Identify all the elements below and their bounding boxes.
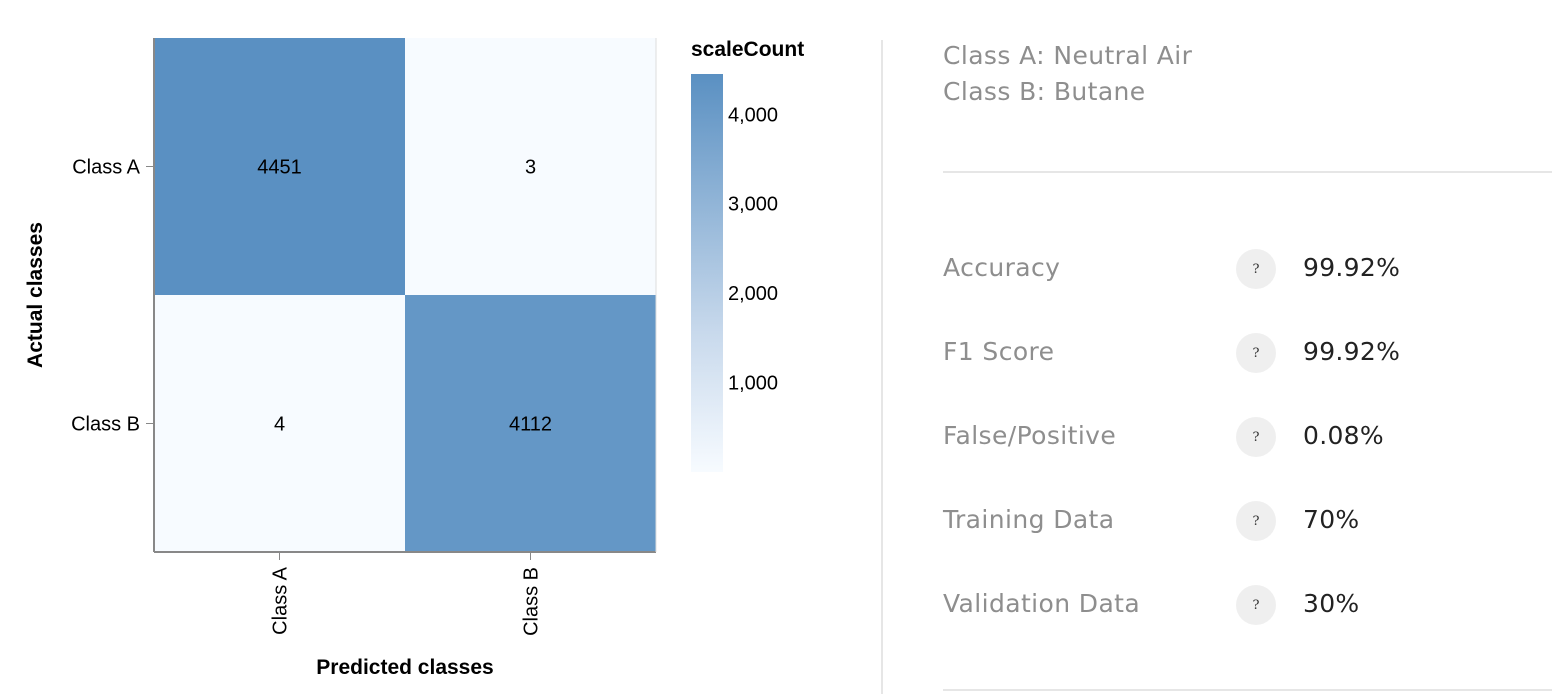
class-b-description: Class B: Butane xyxy=(943,77,1146,106)
panel-divider xyxy=(881,40,883,694)
cell-value-label: 4451 xyxy=(257,157,302,179)
metric-label: Accuracy xyxy=(943,253,1061,282)
help-icon[interactable]: ? xyxy=(1236,333,1276,373)
confusion-matrix-chart: 4451 3 4 4112 Class A Class B Class A Class B P… xyxy=(24,38,804,679)
metric-label: Validation Data xyxy=(943,589,1141,618)
metric-row-validation-data: Validation Data ? 30% xyxy=(943,585,1552,625)
legend-gradient-bar xyxy=(691,74,723,472)
section-divider-bottom xyxy=(943,689,1552,691)
heatmap-cell xyxy=(405,38,656,295)
cell-value-label: 3 xyxy=(525,157,536,179)
help-icon[interactable]: ? xyxy=(1236,417,1276,457)
metric-value: 99.92% xyxy=(1303,253,1401,282)
x-axis-title: Predicted classes xyxy=(316,656,493,679)
y-tick-label: Class B xyxy=(71,414,140,436)
metric-value: 30% xyxy=(1303,589,1360,618)
y-axis-title: Actual classes xyxy=(24,222,47,368)
section-divider-top xyxy=(943,171,1552,173)
heatmap-cell xyxy=(154,38,405,295)
color-legend: scaleCount 1,000 2,000 3,000 4,000 xyxy=(691,38,804,472)
x-tick-label: Class B xyxy=(521,567,543,636)
heatmap-cell xyxy=(405,295,656,552)
legend-tick-label: 4,000 xyxy=(728,104,778,126)
metric-value: 0.08% xyxy=(1303,421,1384,450)
metric-row-accuracy: Accuracy ? 99.92% xyxy=(943,249,1552,289)
legend-tick-label: 2,000 xyxy=(728,283,778,305)
x-tick-label: Class A xyxy=(270,566,292,634)
chart-axes: Class A Class B Class A Class B Predicted cl… xyxy=(24,38,657,679)
legend-title: scaleCount xyxy=(691,38,804,61)
metric-label: Training Data xyxy=(943,505,1115,534)
help-icon[interactable]: ? xyxy=(1236,249,1276,289)
metric-label: F1 Score xyxy=(943,337,1055,366)
cell-value-label: 4 xyxy=(274,414,285,436)
legend-tick-label: 3,000 xyxy=(728,194,778,216)
heatmap-cells: 4451 3 4 4112 xyxy=(154,38,656,552)
class-a-description: Class A: Neutral Air xyxy=(943,41,1193,70)
cell-value-label: 4112 xyxy=(509,414,552,436)
metric-row-false-positive: False/Positive ? 0.08% xyxy=(943,417,1552,457)
y-tick-label: Class A xyxy=(72,157,140,179)
metric-value: 99.92% xyxy=(1303,337,1401,366)
metric-value: 70% xyxy=(1303,505,1360,534)
legend-tick-label: 1,000 xyxy=(728,373,778,395)
metric-label: False/Positive xyxy=(943,421,1117,450)
heatmap-cell xyxy=(154,295,405,552)
metric-row-training-data: Training Data ? 70% xyxy=(943,501,1552,541)
class-info: Class A: Neutral Air Class B: Butane xyxy=(943,38,1552,110)
help-icon[interactable]: ? xyxy=(1236,585,1276,625)
metric-row-f1-score: F1 Score ? 99.92% xyxy=(943,333,1552,373)
help-icon[interactable]: ? xyxy=(1236,501,1276,541)
